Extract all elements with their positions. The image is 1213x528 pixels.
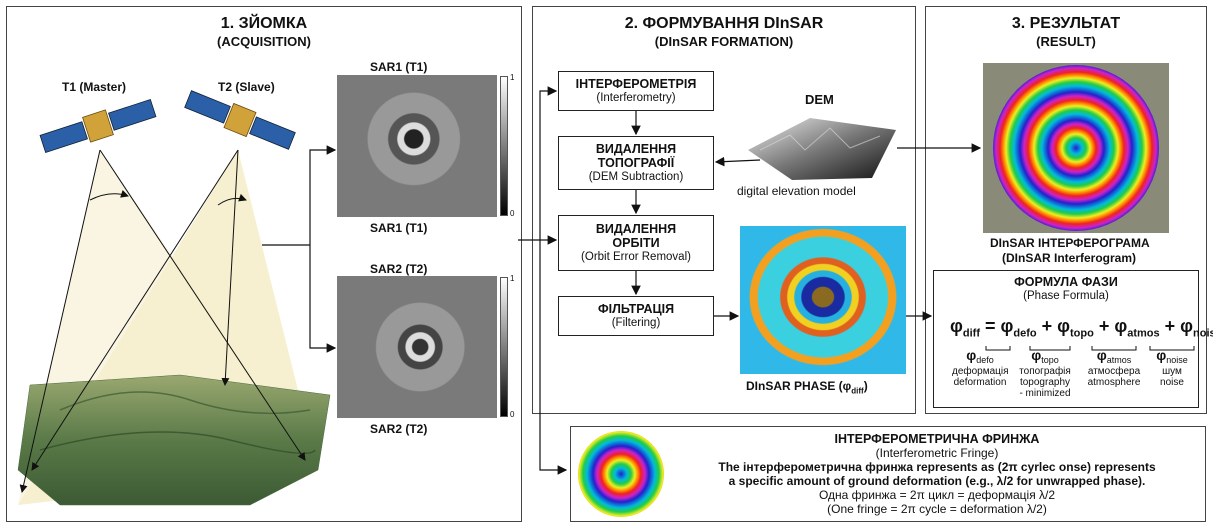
formation-title: 2. ФОРМУВАННЯ DInSAR <box>624 15 824 32</box>
term-noise-en: noise <box>1160 377 1184 388</box>
fringe-line3: Одна фринжа = 2π цикл = деформація λ/2 <box>818 488 1056 502</box>
interferogram-subtitle: (DInSAR Interferogram) <box>1002 251 1137 265</box>
term-defo-symbol: φ <box>966 347 977 363</box>
sar2-colorbar-min: 0 <box>510 410 515 419</box>
term-noise-symbol: φ <box>1156 347 1167 363</box>
term-atmos-en: atmosphere <box>1087 377 1141 388</box>
result-title: 3. РЕЗУЛЬТАТ <box>1011 15 1121 32</box>
fringe-subtitle: (Interferometric Fringe) <box>875 446 999 460</box>
phase-caption-close: ) <box>863 379 868 393</box>
satellite-t1-label: T1 (Master) <box>62 80 127 94</box>
formation-subtitle: (DInSAR FORMATION) <box>654 34 794 49</box>
sar2-colorbar <box>500 277 508 417</box>
fringe-line1: The інтерферометрична фринжа represents … <box>718 460 1156 474</box>
step-orbit-removal-title: ВИДАЛЕННЯ ОРБІТИ <box>595 222 677 250</box>
step-dem-subtraction-sub: (DEM Subtraction) <box>588 171 684 183</box>
step-filtering: ФІЛЬТРАЦІЯ (Filtering) <box>558 296 714 336</box>
phase-formula-title: ФОРМУЛА ФАЗИ <box>1014 275 1118 289</box>
phase-caption-text: DInSAR PHASE (φ <box>746 379 852 393</box>
step-filtering-title: ФІЛЬТРАЦІЯ <box>597 302 675 316</box>
sar2-colorbar-max: 1 <box>510 274 515 283</box>
interferogram-title: DInSAR ІНТЕРФЕРОГРАМА <box>990 236 1150 250</box>
term-noise-uk: шум <box>1162 366 1182 377</box>
acquisition-subtitle: (ACQUISITION) <box>217 34 311 49</box>
step-dem-subtraction-title: ВИДАЛЕННЯ ТОПОГРАФІЇ <box>595 142 677 170</box>
sar1-colorbar <box>500 76 508 216</box>
sar1-bottom-label: SAR1 (T1) <box>370 221 428 235</box>
phase-formula-subtitle: (Phase Formula) <box>1023 290 1109 302</box>
sar2-image <box>337 276 497 418</box>
fringe-line2: a specific amount of ground deformation … <box>728 474 1146 488</box>
sar2-bottom-label: SAR2 (T2) <box>370 422 428 436</box>
phase-formula-equation: φdiff = φdefo + φtopo + φatmos + φnoise <box>950 316 1213 340</box>
fringe-text: ІНТЕРФЕРОМЕТРИЧНА ФРИНЖА (Interferometri… <box>672 432 1202 516</box>
term-topo-sub: topo <box>1041 355 1059 365</box>
result-subtitle: (RESULT) <box>1036 34 1096 49</box>
step-filtering-sub: (Filtering) <box>611 317 661 329</box>
sar2-top-label: SAR2 (T2) <box>370 262 428 276</box>
fringe-title: ІНТЕРФЕРОМЕТРИЧНА ФРИНЖА <box>834 432 1040 446</box>
term-defo-uk: деформація <box>952 366 1009 377</box>
phase-formula-box: ФОРМУЛА ФАЗИ (Phase Formula) <box>933 270 1199 408</box>
term-atmos-sub: atmos <box>1106 355 1132 365</box>
phase-caption: DInSAR PHASE (φdiff) <box>746 379 868 395</box>
step-dem-subtraction: ВИДАЛЕННЯ ТОПОГРАФІЇ (DEM Subtraction) <box>558 136 714 190</box>
term-noise-sub: noise <box>1166 355 1188 365</box>
sar1-top-label: SAR1 (T1) <box>370 60 428 74</box>
sar1-colorbar-max: 1 <box>510 73 515 82</box>
term-topo-uk: топографія <box>1019 366 1071 377</box>
fringe-image <box>578 431 664 517</box>
term-defo-sub: defo <box>976 355 994 365</box>
fringe-line4: (One fringe = 2π cycle = deformation λ/2… <box>827 502 1047 516</box>
term-atmos: φatmos атмосфера atmosphere <box>1084 347 1144 388</box>
fringe-panel <box>570 426 1206 522</box>
dem-caption: digital elevation model <box>737 184 856 198</box>
term-topo: φtopo топографія topography - minimized <box>1014 347 1076 399</box>
step-interferometry-sub: (Interferometry) <box>596 92 676 104</box>
term-defo-en: deformation <box>953 377 1007 388</box>
phase-caption-sub: diff <box>851 386 864 396</box>
phase-image <box>740 226 906 374</box>
term-noise: φnoise шум noise <box>1150 347 1194 388</box>
step-interferometry: ІНТЕРФЕРОМЕТРІЯ (Interferometry) <box>558 71 714 111</box>
interferogram-fringes <box>993 65 1159 231</box>
term-topo-en: topography <box>1019 377 1071 388</box>
term-atmos-uk: атмосфера <box>1087 366 1141 377</box>
dem-title: DEM <box>805 92 834 107</box>
step-interferometry-title: ІНТЕРФЕРОМЕТРІЯ <box>575 77 697 91</box>
term-atmos-symbol: φ <box>1096 347 1107 363</box>
formation-panel: 2. ФОРМУВАННЯ DInSAR (DInSAR FORMATION) <box>532 6 916 414</box>
acquisition-title: 1. ЗЙОМКА <box>220 15 308 32</box>
term-topo-symbol: φ <box>1031 347 1042 363</box>
sar1-image <box>337 75 497 217</box>
step-orbit-removal: ВИДАЛЕННЯ ОРБІТИ (Orbit Error Removal) <box>558 215 714 271</box>
step-orbit-removal-sub: (Orbit Error Removal) <box>581 251 691 263</box>
satellite-t2-label: T2 (Slave) <box>218 80 275 94</box>
interferogram-image <box>983 63 1169 233</box>
term-defo: φdefo деформація deformation <box>952 347 1009 388</box>
sar1-colorbar-min: 0 <box>510 209 515 218</box>
term-topo-extra: - minimized <box>1019 388 1071 399</box>
